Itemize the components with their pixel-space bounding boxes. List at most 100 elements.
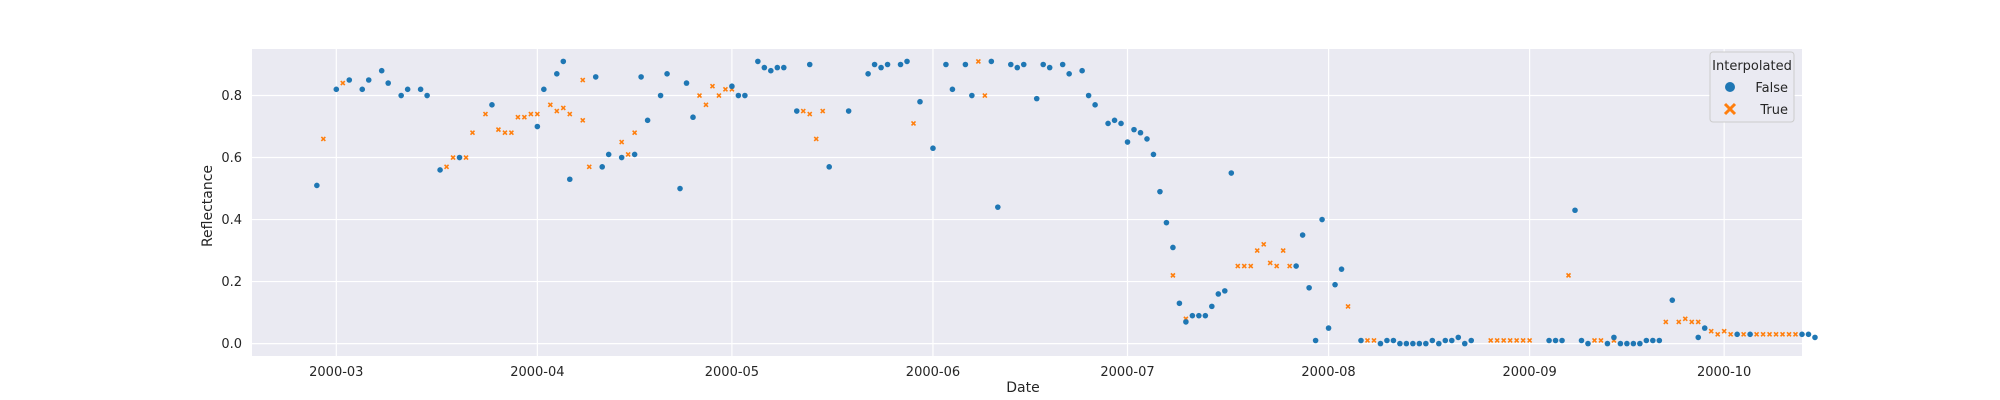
data-point-true — [1676, 319, 1682, 325]
data-point-true — [1760, 331, 1766, 337]
data-point-false — [437, 167, 443, 173]
data-point-true — [560, 105, 566, 111]
data-point-false — [1144, 136, 1150, 142]
data-point-false — [1695, 334, 1702, 341]
data-point-false — [780, 64, 787, 71]
data-point-false — [1137, 129, 1144, 136]
data-point-false — [729, 83, 735, 90]
data-point-false — [1377, 340, 1384, 347]
data-point-false — [1384, 337, 1390, 344]
x-tick-label: 2000-03 — [309, 365, 363, 380]
data-point-false — [1085, 92, 1092, 99]
data-point-true — [696, 92, 703, 99]
data-point-false — [592, 74, 599, 80]
data-point-false — [1546, 337, 1552, 344]
data-point-true — [1261, 241, 1267, 247]
data-point-false — [897, 61, 904, 68]
data-point-false — [1338, 266, 1345, 272]
data-point-false — [365, 77, 372, 83]
data-point-true — [340, 80, 346, 86]
data-point-false — [1578, 337, 1585, 344]
data-point-false — [878, 64, 884, 71]
data-point-false — [1228, 170, 1235, 176]
data-point-false — [644, 117, 651, 124]
data-point-true — [463, 154, 469, 161]
data-point-false — [1033, 95, 1040, 102]
data-point-true — [625, 151, 631, 158]
data-point-false — [1150, 151, 1157, 158]
data-point-false — [865, 71, 871, 77]
data-point-true — [722, 86, 728, 92]
x-tick-label: 2000-09 — [1502, 365, 1556, 380]
data-point-false — [871, 61, 878, 68]
legend-title: Interpolated — [1712, 59, 1792, 74]
y-tick-label: 0.6 — [221, 151, 242, 166]
data-point-false — [1312, 337, 1319, 344]
data-point-false — [1170, 244, 1176, 251]
data-point-false — [1410, 340, 1416, 347]
data-point-false — [761, 64, 768, 71]
y-tick-label: 0.2 — [221, 275, 242, 290]
data-point-false — [1429, 337, 1436, 344]
data-point-false — [456, 154, 463, 161]
data-point-false — [1059, 61, 1066, 68]
data-point-true — [1248, 263, 1254, 269]
data-point-true — [800, 108, 806, 114]
data-point-false — [677, 185, 683, 192]
x-tick-labels: 2000-03 2000-04 2000-05 2000-06 2000-07 2000-… — [309, 365, 1751, 380]
data-point-true — [982, 92, 988, 99]
data-point-true — [482, 111, 489, 117]
data-point-true — [1767, 331, 1773, 337]
data-point-false — [1747, 331, 1753, 338]
data-point-true — [1792, 331, 1799, 337]
data-point-true — [1520, 337, 1526, 344]
x-tick-label: 2000-04 — [510, 365, 564, 380]
data-point-true — [502, 130, 508, 136]
legend-box — [1709, 51, 1795, 123]
data-point-false — [1111, 117, 1118, 124]
data-point-false — [988, 58, 995, 65]
data-point-true — [632, 130, 638, 136]
data-point-false — [1572, 207, 1578, 214]
data-point-true — [1241, 263, 1247, 269]
data-point-false — [1617, 340, 1624, 347]
data-point-true — [450, 154, 456, 161]
data-point-false — [1306, 284, 1312, 291]
x-tick-label: 2000-08 — [1301, 365, 1355, 380]
data-point-true — [910, 120, 917, 126]
data-point-true — [580, 77, 586, 83]
data-point-false — [1176, 300, 1183, 307]
data-point-true — [1371, 337, 1377, 344]
data-point-true — [528, 111, 534, 117]
data-point-false — [333, 86, 340, 93]
data-point-true — [1708, 328, 1714, 334]
data-point-false — [1656, 337, 1663, 344]
data-point-true — [443, 164, 450, 170]
legend-false-label: False — [1755, 81, 1788, 96]
data-point-false — [489, 102, 495, 108]
data-point-false — [638, 74, 644, 80]
data-point-false — [1552, 337, 1559, 344]
data-point-false — [1669, 297, 1676, 303]
data-point-true — [1527, 337, 1533, 344]
data-point-false — [1014, 64, 1021, 71]
legend-false-marker-icon — [1725, 82, 1735, 92]
data-point-false — [1624, 340, 1630, 347]
data-point-false — [534, 123, 541, 130]
series-false — [314, 58, 1818, 347]
data-point-false — [1650, 337, 1656, 344]
data-point-true — [1741, 331, 1747, 337]
data-point-true — [975, 58, 981, 64]
data-point-true — [521, 114, 527, 120]
data-point-false — [690, 114, 696, 121]
data-point-false — [943, 61, 949, 68]
data-point-true — [1235, 263, 1241, 269]
data-point-false — [735, 92, 742, 99]
data-point-false — [1215, 291, 1222, 297]
data-point-true — [619, 139, 625, 145]
data-point-false — [1630, 340, 1637, 347]
data-point-true — [469, 130, 476, 136]
data-point-false — [359, 86, 366, 93]
data-point-false — [1066, 71, 1072, 77]
